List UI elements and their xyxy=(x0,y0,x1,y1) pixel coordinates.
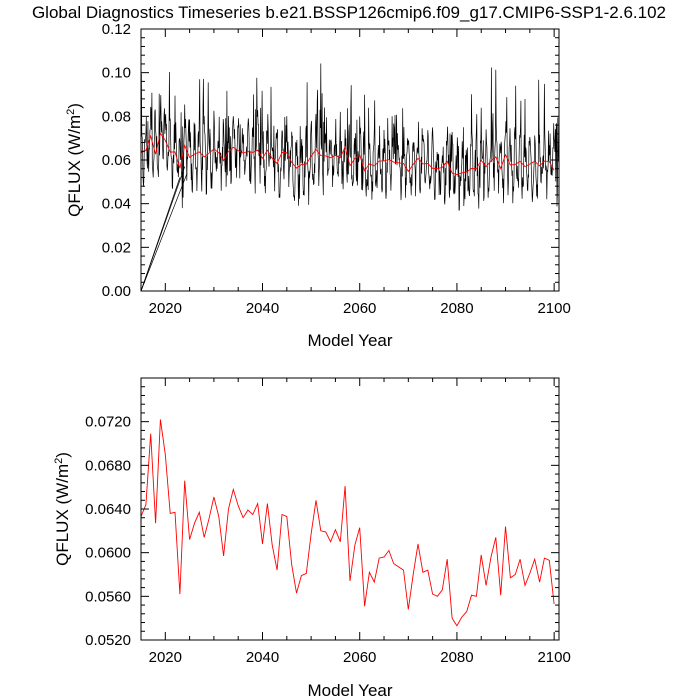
y-tick-label: 0.04 xyxy=(102,196,131,213)
bottom-y-axis-label: QFLUX (W/m2) xyxy=(53,452,72,566)
top-y-axis-label: QFLUX (W/m2) xyxy=(65,103,84,217)
x-tick-label: 2040 xyxy=(246,300,279,317)
artifact-line xyxy=(140,172,188,292)
x-tick-label: 2040 xyxy=(246,649,279,666)
bottom-plot-frame xyxy=(140,377,560,641)
y-tick-label: 0.02 xyxy=(102,239,131,256)
bottom-xtick-labels: 2020 2040 2060 2080 2100 xyxy=(149,649,571,666)
x-tick-label: 2020 xyxy=(149,649,182,666)
top-plot-series xyxy=(140,63,559,292)
y-tick-label: 0.0600 xyxy=(85,545,131,562)
y-tick-label: 0.08 xyxy=(102,108,131,125)
x-tick-label: 2100 xyxy=(537,649,570,666)
x-tick-label: 2080 xyxy=(440,649,473,666)
panel-top: 0.00 0.02 0.04 0.06 0.08 0.10 0.12 2020 2040 206… xyxy=(65,21,571,350)
bottom-plot-series xyxy=(140,419,555,627)
artifact-line xyxy=(140,166,186,292)
monthly-series-line xyxy=(140,63,559,211)
annual-mean-line xyxy=(140,132,555,176)
y-tick-label: 0.0640 xyxy=(85,501,131,518)
top-plot-frame xyxy=(140,28,560,292)
y-tick-label: 0.12 xyxy=(102,21,131,38)
y-tick-label: 0.0680 xyxy=(85,457,131,474)
top-ticks xyxy=(140,28,559,292)
x-tick-label: 2020 xyxy=(149,300,182,317)
x-tick-label: 2100 xyxy=(537,300,570,317)
bottom-ticks xyxy=(140,377,559,641)
chart-title: Global Diagnostics Timeseries b.e21.BSSP… xyxy=(32,3,666,22)
panel-bottom: 0.0520 0.0560 0.0600 0.0640 0.0680 0.0720 202… xyxy=(53,377,571,700)
annual-mean-line xyxy=(140,419,555,627)
x-tick-label: 2060 xyxy=(343,649,376,666)
x-tick-label: 2060 xyxy=(343,300,376,317)
y-tick-label: 0.0520 xyxy=(85,632,131,649)
y-tick-label: 0.10 xyxy=(102,65,131,82)
top-xtick-labels: 2020 2040 2060 2080 2100 xyxy=(149,300,571,317)
y-tick-label: 0.0560 xyxy=(85,588,131,605)
y-tick-label: 0.0720 xyxy=(85,414,131,431)
bottom-x-axis-label: Model Year xyxy=(307,681,392,700)
bottom-ytick-labels: 0.0520 0.0560 0.0600 0.0640 0.0680 0.0720 xyxy=(85,414,131,649)
x-tick-label: 2080 xyxy=(440,300,473,317)
top-ytick-labels: 0.00 0.02 0.04 0.06 0.08 0.10 0.12 xyxy=(102,21,131,300)
y-tick-label: 0.00 xyxy=(102,283,131,300)
y-tick-label: 0.06 xyxy=(102,152,131,169)
top-x-axis-label: Model Year xyxy=(307,331,392,350)
